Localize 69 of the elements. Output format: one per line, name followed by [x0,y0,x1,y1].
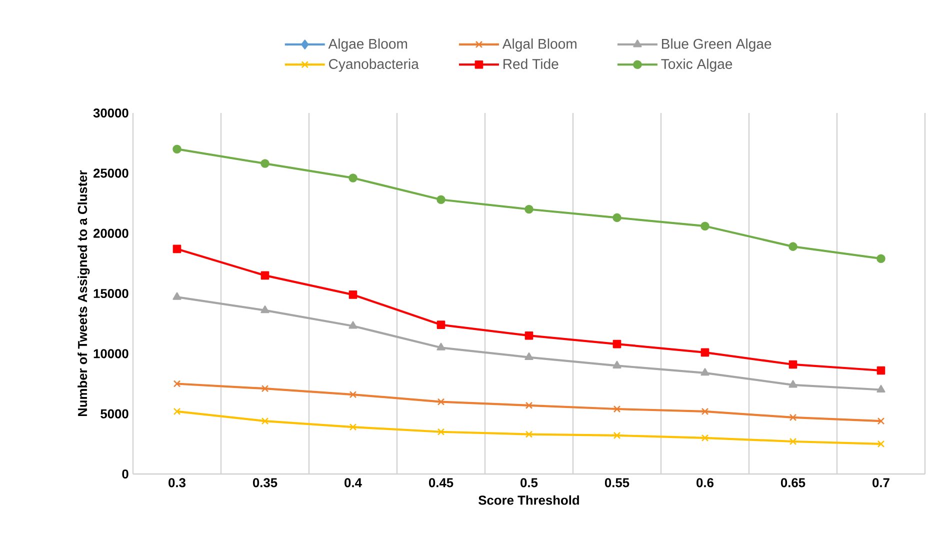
legend-label: Algal Bloom [502,38,576,52]
point [524,352,534,360]
point [612,213,622,222]
point [437,398,445,406]
point [788,360,798,369]
point [876,254,886,263]
point [700,348,710,357]
point [612,360,622,368]
point [172,292,182,300]
x-tick-label: 0.65 [780,478,806,488]
y-tick-label: 30000 [93,108,128,118]
x-tick-label: 0.4 [344,478,362,488]
x-tick-label: 0.5 [520,478,538,488]
point [612,340,622,348]
point [700,222,710,230]
point [260,305,270,314]
point [876,384,886,393]
point [788,380,798,388]
y-tick-label: 25000 [93,168,128,178]
x-axis-title: Score Threshold [478,495,579,505]
point [261,417,269,425]
y-tick-label: 5000 [100,409,128,418]
point [349,423,357,431]
x-tick-label: 0.55 [604,478,630,488]
legend-label: Blue Green Algae [662,38,772,52]
point [876,366,886,375]
x-tick-label: 0.3 [168,478,186,488]
y-tick-label: 10000 [94,349,128,358]
point [789,438,797,446]
point [701,434,709,442]
point [260,159,270,168]
point [172,244,182,254]
point [172,144,182,154]
point [700,368,710,376]
y-tick-label: 20000 [93,228,128,238]
point [613,432,621,440]
point [173,380,181,388]
point [788,242,798,251]
point [525,430,533,438]
point [348,290,358,299]
x-tick-label: 0.45 [428,478,454,488]
point [613,405,621,413]
x-tick-label: 0.6 [696,478,714,488]
x-tick-label: 0.35 [252,478,278,488]
point [348,321,358,329]
point [524,204,534,214]
point [701,408,709,416]
point [525,402,533,410]
y-tick-label: 15000 [94,288,128,298]
point [789,414,797,422]
legend-label: Cyanobacteria [328,58,419,72]
x-tick-label: 0.7 [872,478,890,488]
point [524,331,534,340]
point [436,342,446,350]
point [349,390,357,398]
y-axis-title: Number of Tweets Assigned to a Cluster [78,170,90,416]
legend-label: Toxic Algae [661,58,732,72]
legend-label: Algae Bloom [328,38,408,52]
point [173,408,181,416]
point [260,271,270,280]
point [437,428,445,436]
point [436,195,446,204]
point [348,174,358,182]
point [436,320,446,329]
point [261,384,269,392]
legend-label: Red Tide [504,58,558,69]
y-tick-label: 0 [122,469,128,479]
point [877,417,885,425]
point [877,440,885,448]
